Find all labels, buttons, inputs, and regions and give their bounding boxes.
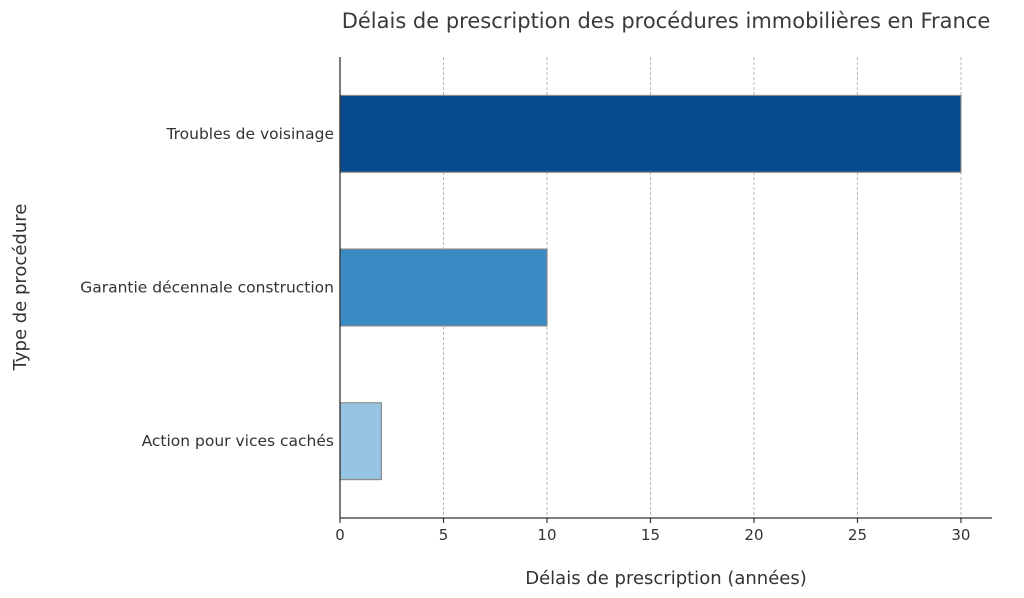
x-tick-label: 10 [537,526,556,544]
bars [339,94,962,481]
x-ticks: 0 5 10 15 20 25 30 [335,518,970,544]
chart-title: Délais de prescription des procédures im… [342,9,991,33]
category-labels: Troubles de voisinage Garantie décennale … [80,125,334,450]
x-tick-label: 20 [744,526,763,544]
category-label: Garantie décennale construction [80,279,334,297]
bar [339,94,962,173]
x-tick-label: 0 [335,526,345,544]
axes [339,57,992,519]
x-tick-label: 25 [848,526,867,544]
x-axis-label: Délais de prescription (années) [525,568,807,589]
category-label: Action pour vices cachés [142,432,334,450]
bar [339,402,382,481]
x-tick-label: 15 [641,526,660,544]
x-tick-label: 5 [439,526,449,544]
category-label: Troubles de voisinage [165,125,334,143]
bar [339,248,548,327]
x-tick-label: 30 [951,526,970,544]
y-axis-label: Type de procédure [10,204,31,372]
